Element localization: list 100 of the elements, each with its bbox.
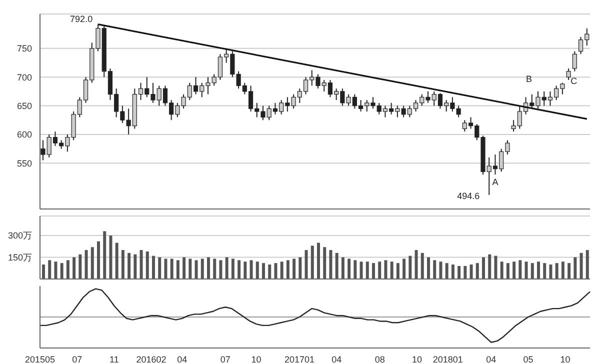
- bar: [482, 257, 485, 279]
- bar: [164, 258, 168, 279]
- bar: [451, 264, 454, 279]
- bar: [427, 257, 430, 279]
- bar: [378, 262, 382, 279]
- bar: [580, 252, 583, 279]
- x-tick-label: 201801: [432, 354, 463, 364]
- bar: [121, 250, 124, 279]
- x-tick-label: 10: [412, 354, 422, 364]
- bar: [225, 257, 228, 279]
- bar: [354, 260, 357, 279]
- bar: [256, 262, 259, 279]
- bar: [574, 257, 577, 279]
- y-tick-label: 750: [16, 44, 32, 54]
- bar: [194, 260, 198, 279]
- bar: [152, 256, 155, 279]
- bar: [182, 257, 186, 279]
- bar: [304, 250, 308, 279]
- bar: [140, 250, 143, 279]
- bar: [207, 257, 210, 279]
- bar: [170, 258, 174, 279]
- bar: [286, 260, 290, 279]
- bar: [445, 263, 448, 279]
- bar: [176, 260, 180, 279]
- annotation: A: [492, 176, 498, 187]
- bar: [66, 260, 70, 279]
- bar: [476, 263, 479, 279]
- bar: [262, 263, 265, 279]
- bar: [366, 262, 369, 279]
- bar: [372, 263, 375, 279]
- y-tick-label: 300万: [8, 230, 32, 241]
- bar: [78, 254, 82, 279]
- bar: [90, 247, 94, 279]
- x-tick-label: 10: [560, 354, 570, 364]
- y-tick-label: 700: [16, 72, 32, 82]
- bar: [134, 254, 137, 279]
- bar: [488, 254, 492, 279]
- x-tick-label: 201505: [24, 354, 56, 364]
- bar: [280, 262, 284, 279]
- x-tick-label: 201701: [284, 354, 315, 364]
- bar: [48, 260, 52, 279]
- bar: [433, 260, 436, 279]
- bar: [298, 257, 302, 279]
- y-tick-label: 600: [16, 130, 32, 140]
- bar: [500, 262, 504, 279]
- bar: [543, 263, 546, 279]
- bar: [439, 262, 442, 279]
- bar: [213, 258, 216, 279]
- bar: [219, 260, 222, 279]
- bar: [506, 263, 510, 279]
- bar: [42, 264, 45, 279]
- bar: [512, 262, 516, 279]
- y-tick-label: 550: [16, 158, 32, 168]
- bar: [109, 236, 112, 279]
- bar: [470, 264, 473, 279]
- bar: [458, 266, 461, 279]
- bar: [530, 263, 534, 279]
- bar: [72, 257, 76, 279]
- bar: [60, 263, 64, 279]
- bar: [54, 262, 58, 279]
- bar: [231, 258, 234, 279]
- bar: [384, 260, 388, 279]
- bar: [244, 262, 247, 279]
- bar: [341, 257, 344, 279]
- bar: [396, 263, 400, 279]
- bar: [524, 262, 528, 279]
- x-tick-label: 201602: [136, 354, 166, 364]
- bar: [115, 242, 118, 279]
- bar: [274, 263, 278, 279]
- bar: [561, 262, 564, 279]
- bar: [390, 262, 394, 279]
- x-tick-label: 10: [251, 354, 262, 364]
- annotation: 494.6: [457, 190, 480, 201]
- bar: [518, 260, 522, 279]
- bar: [555, 263, 558, 279]
- x-tick-label: 07: [72, 354, 82, 364]
- bar: [420, 252, 424, 279]
- bar: [402, 258, 406, 279]
- annotation: 792.0: [70, 14, 93, 24]
- bar: [103, 231, 106, 279]
- bar: [414, 250, 418, 279]
- annotation: B: [526, 74, 532, 84]
- bar: [146, 251, 149, 279]
- x-tick-label: 07: [220, 354, 230, 364]
- x-tick-label: 04: [177, 354, 188, 364]
- bar: [238, 260, 241, 279]
- bar: [158, 257, 162, 279]
- bar: [200, 258, 204, 279]
- annotation: C: [570, 76, 578, 86]
- bar: [348, 258, 351, 279]
- bar: [188, 258, 192, 279]
- x-tick-label: 05: [523, 354, 534, 364]
- bar: [360, 262, 363, 279]
- bar: [310, 246, 314, 279]
- bar: [568, 263, 571, 279]
- bar: [537, 262, 540, 279]
- bar: [97, 241, 100, 279]
- bar: [494, 256, 498, 279]
- x-tick-label: 04: [332, 354, 342, 364]
- bar: [250, 260, 253, 279]
